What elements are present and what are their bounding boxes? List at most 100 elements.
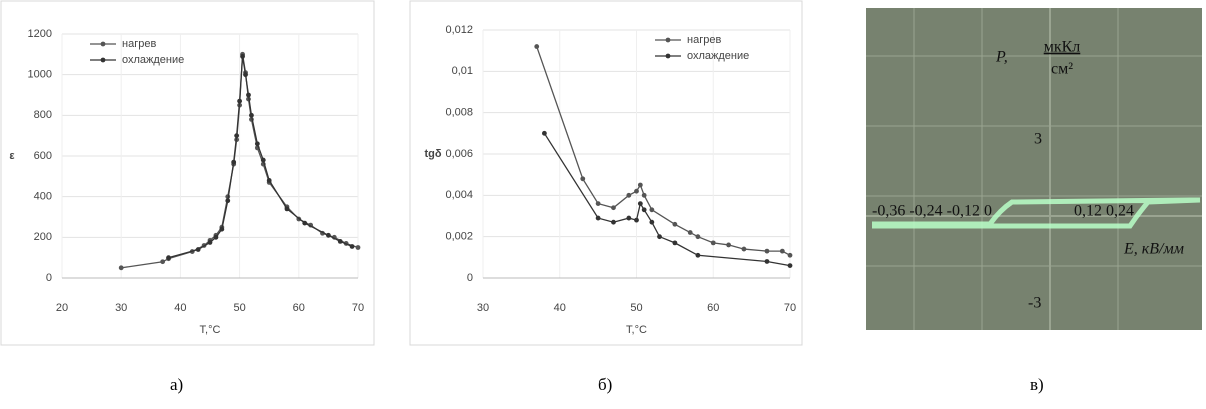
- x-tick-label: 50: [233, 302, 245, 314]
- point: [580, 176, 586, 182]
- point: [641, 192, 647, 198]
- y-tick-label: 0,012: [445, 24, 473, 36]
- y-tick-label: 200: [34, 231, 52, 243]
- point: [637, 182, 643, 188]
- point: [249, 112, 254, 118]
- point: [649, 219, 655, 225]
- screen-grid: [866, 8, 1202, 330]
- legend-label: нагрев: [122, 38, 156, 50]
- point: [213, 234, 219, 240]
- x-tick-label: 30: [115, 302, 127, 314]
- legend-label: охлаждение: [122, 54, 184, 66]
- y-tick-label: 600: [34, 150, 52, 162]
- series-line: [536, 46, 791, 256]
- x-tick-label: 20: [56, 302, 68, 314]
- point: [337, 239, 343, 244]
- x-tick-label: 30: [477, 302, 489, 314]
- y-tick-label: 0,006: [445, 148, 473, 160]
- p-unit: мкКл: [1044, 39, 1081, 56]
- x-tick-label: 70: [352, 302, 364, 314]
- x-tick-label: 70: [784, 302, 796, 314]
- point: [542, 130, 547, 136]
- legend-marker: [100, 41, 106, 47]
- point: [626, 215, 632, 221]
- point: [672, 221, 678, 227]
- y-tick-label: 0: [467, 272, 473, 284]
- point: [687, 230, 693, 235]
- legend-label: охлаждение: [687, 50, 749, 62]
- point: [637, 201, 643, 207]
- y-label: 3: [1034, 131, 1042, 148]
- legend-marker: [665, 37, 671, 43]
- point: [595, 201, 601, 207]
- x-axis-title: T,°C: [626, 324, 647, 336]
- point: [534, 44, 540, 49]
- x-tick-label: 50: [630, 302, 642, 314]
- screen: [866, 8, 1202, 330]
- y-tick-label: 400: [34, 191, 52, 203]
- y-tick-label: 0,004: [445, 189, 473, 201]
- x-tick-label: 60: [707, 302, 719, 314]
- point: [626, 192, 632, 198]
- y-tick-label: 0,008: [445, 107, 473, 119]
- point: [231, 159, 237, 165]
- x-tick-label: 40: [554, 302, 566, 314]
- y-tick-label: 0: [46, 272, 52, 284]
- point: [254, 141, 260, 147]
- hysteresis-loop: [872, 197, 1201, 229]
- caption: в): [1030, 375, 1044, 394]
- point: [787, 263, 793, 268]
- point: [672, 240, 678, 246]
- oscilloscope: P, мкКл см² 3 -3 -0,36 -0,24 -0,12 0 0,1…: [866, 8, 1202, 330]
- point: [260, 157, 266, 163]
- point: [266, 178, 272, 183]
- y-axis-title: ε: [9, 150, 15, 162]
- point: [779, 248, 785, 254]
- point: [710, 240, 716, 246]
- y-label: -3: [1028, 295, 1041, 312]
- legend-marker: [100, 57, 106, 63]
- point: [641, 207, 647, 213]
- y-tick-label: 1200: [28, 28, 52, 40]
- panel-frame: [0, 0, 375, 346]
- point: [234, 133, 240, 139]
- point: [787, 252, 793, 258]
- e-label: E, кВ/мм: [1123, 241, 1184, 258]
- x-label: 0,12 0,24: [1074, 203, 1134, 220]
- point: [118, 265, 124, 271]
- point: [611, 205, 616, 211]
- panel-frame: [409, 0, 803, 346]
- point: [611, 219, 616, 225]
- point: [695, 234, 701, 240]
- x-label: -0,36 -0,24 -0,12 0: [872, 203, 992, 220]
- legend-label: нагрев: [687, 34, 721, 46]
- point: [160, 259, 166, 265]
- point: [326, 232, 331, 238]
- point: [634, 217, 639, 223]
- point: [225, 198, 231, 204]
- point: [237, 98, 243, 104]
- point: [195, 247, 201, 252]
- point: [302, 220, 308, 226]
- point: [634, 188, 639, 194]
- point: [219, 226, 225, 232]
- point: [764, 259, 770, 264]
- point: [726, 242, 731, 248]
- point: [764, 248, 770, 254]
- point: [355, 245, 361, 250]
- point: [207, 240, 213, 245]
- point: [595, 215, 601, 221]
- caption: б): [598, 375, 612, 394]
- legend-marker: [665, 53, 671, 59]
- point: [657, 234, 662, 240]
- y-tick-label: 1000: [28, 69, 52, 81]
- x-tick-label: 60: [293, 302, 305, 314]
- point: [243, 72, 248, 78]
- point: [246, 92, 251, 98]
- point: [166, 255, 171, 261]
- point: [284, 206, 290, 212]
- x-tick-label: 40: [174, 302, 186, 314]
- y-axis-title: tgδ: [424, 148, 441, 160]
- point: [741, 246, 747, 252]
- y-tick-label: 800: [34, 109, 52, 121]
